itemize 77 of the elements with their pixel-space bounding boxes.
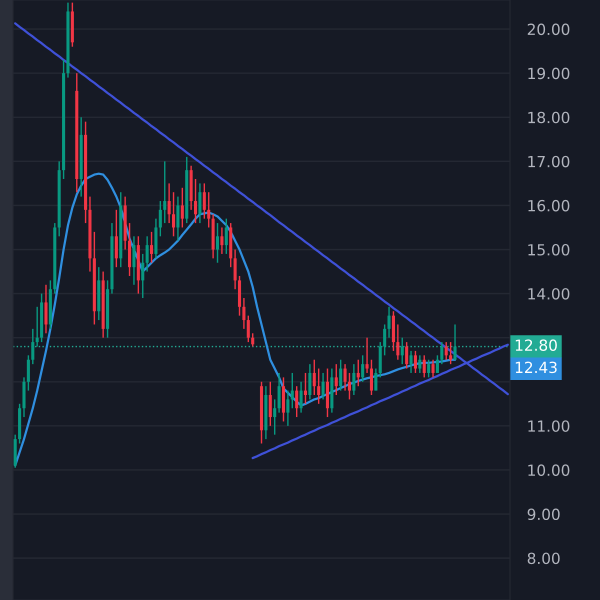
candlestick — [339, 359, 342, 392]
candlestick — [444, 341, 448, 360]
candlestick — [300, 381, 303, 414]
candlestick — [312, 359, 316, 396]
candlestick — [114, 209, 118, 268]
candlestick — [251, 332, 254, 348]
candlestick — [150, 231, 154, 264]
candlestick — [344, 363, 347, 392]
candlestick — [334, 363, 338, 396]
candlestick — [273, 398, 276, 436]
y-tick-label: 14.00 — [528, 288, 570, 300]
candlestick — [216, 222, 220, 264]
candlestick — [295, 385, 298, 418]
y-tick-label: 18.00 — [528, 112, 570, 124]
candlestick — [286, 390, 290, 427]
candlestick — [224, 218, 228, 255]
y-tick-label: 20.00 — [528, 24, 570, 36]
candlestick — [146, 236, 149, 272]
candlestick — [220, 226, 224, 255]
candlestick — [422, 354, 426, 378]
candlestick — [132, 236, 136, 286]
candlestick — [202, 182, 206, 220]
candlestick — [405, 341, 408, 370]
candlestick — [431, 359, 435, 378]
y-tick-label: 16.00 — [528, 200, 570, 212]
candlestick — [388, 306, 391, 338]
candlestick — [36, 306, 39, 348]
candlestick — [158, 200, 162, 237]
candlestick — [427, 359, 430, 378]
candlestick — [246, 314, 250, 343]
candlestick — [356, 359, 360, 387]
candlestick — [268, 381, 272, 427]
candlestick — [308, 363, 312, 400]
candlestick — [304, 372, 308, 405]
y-tick-label: 17.00 — [528, 156, 570, 168]
y-tick-label: 9.00 — [528, 508, 560, 520]
y-tick-label: 10.00 — [528, 464, 570, 476]
candlestick — [172, 192, 176, 237]
candlestick — [207, 192, 210, 228]
candlestick — [366, 337, 369, 374]
candlestick — [180, 187, 184, 228]
candlestick — [352, 363, 356, 396]
y-tick-label: 8.00 — [528, 552, 560, 564]
candlestick — [348, 372, 352, 400]
candlestick — [168, 182, 171, 224]
candlestick — [414, 350, 417, 374]
candlestick — [163, 160, 166, 224]
candlestick — [290, 372, 294, 409]
line-series — [14, 172, 456, 467]
candlestick — [44, 284, 48, 334]
candlestick — [370, 359, 373, 396]
candlestick — [374, 368, 378, 392]
candlestick — [418, 354, 422, 374]
y-tick-label: 19.00 — [528, 68, 570, 80]
candlestick — [361, 354, 364, 382]
candlestick — [396, 324, 400, 360]
candlestick — [234, 248, 237, 290]
candlestick — [176, 196, 180, 242]
ref-line-label: 12.80 — [516, 339, 557, 351]
candlestick — [278, 372, 281, 414]
candlestick — [242, 297, 246, 330]
candlestick — [198, 182, 202, 224]
candlestick — [194, 178, 198, 224]
y-tick-label: 11.00 — [528, 420, 570, 432]
candlestick — [31, 328, 34, 365]
candlestick — [322, 372, 325, 400]
candlestick — [436, 354, 439, 374]
candlestick — [410, 350, 413, 374]
candlestick — [26, 354, 30, 392]
candlestick — [453, 324, 457, 360]
candlestick — [317, 368, 320, 405]
candlestick — [383, 324, 386, 356]
candlestick — [141, 253, 144, 299]
candlestick — [440, 341, 444, 365]
text: 12.43 — [516, 362, 557, 374]
candlestick — [400, 337, 404, 365]
y-tick-label: 15.00 — [528, 244, 570, 256]
